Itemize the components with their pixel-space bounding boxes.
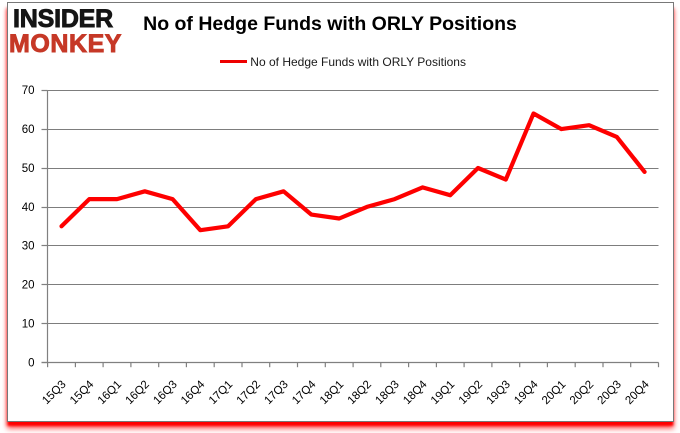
svg-text:60: 60: [22, 124, 35, 136]
svg-text:18Q4: 18Q4: [401, 378, 430, 407]
svg-text:70: 70: [22, 85, 35, 97]
svg-text:19Q4: 19Q4: [512, 378, 541, 407]
svg-text:15Q3: 15Q3: [40, 379, 68, 407]
svg-text:20Q1: 20Q1: [540, 379, 568, 407]
svg-text:17Q1: 17Q1: [207, 379, 235, 407]
svg-text:40: 40: [22, 202, 35, 214]
svg-text:50: 50: [22, 163, 35, 175]
svg-text:18Q3: 18Q3: [373, 379, 401, 407]
svg-text:20: 20: [22, 280, 35, 292]
svg-text:19Q2: 19Q2: [457, 379, 485, 407]
svg-text:10: 10: [22, 319, 35, 331]
svg-text:16Q2: 16Q2: [124, 379, 152, 407]
svg-text:19Q3: 19Q3: [485, 379, 513, 407]
svg-text:16Q3: 16Q3: [151, 379, 179, 407]
svg-text:0: 0: [28, 357, 34, 369]
svg-text:18Q2: 18Q2: [346, 379, 374, 407]
svg-text:18Q1: 18Q1: [318, 379, 346, 407]
svg-text:20Q3: 20Q3: [596, 379, 624, 407]
svg-text:20Q4: 20Q4: [623, 378, 652, 407]
svg-text:20Q2: 20Q2: [568, 379, 596, 407]
svg-text:17Q4: 17Q4: [290, 378, 319, 407]
svg-text:30: 30: [22, 241, 35, 253]
svg-text:17Q3: 17Q3: [262, 379, 290, 407]
svg-text:17Q2: 17Q2: [235, 379, 263, 407]
svg-text:19Q1: 19Q1: [429, 379, 457, 407]
svg-text:15Q4: 15Q4: [68, 378, 97, 407]
svg-text:16Q4: 16Q4: [179, 378, 208, 407]
svg-text:16Q1: 16Q1: [96, 379, 124, 407]
